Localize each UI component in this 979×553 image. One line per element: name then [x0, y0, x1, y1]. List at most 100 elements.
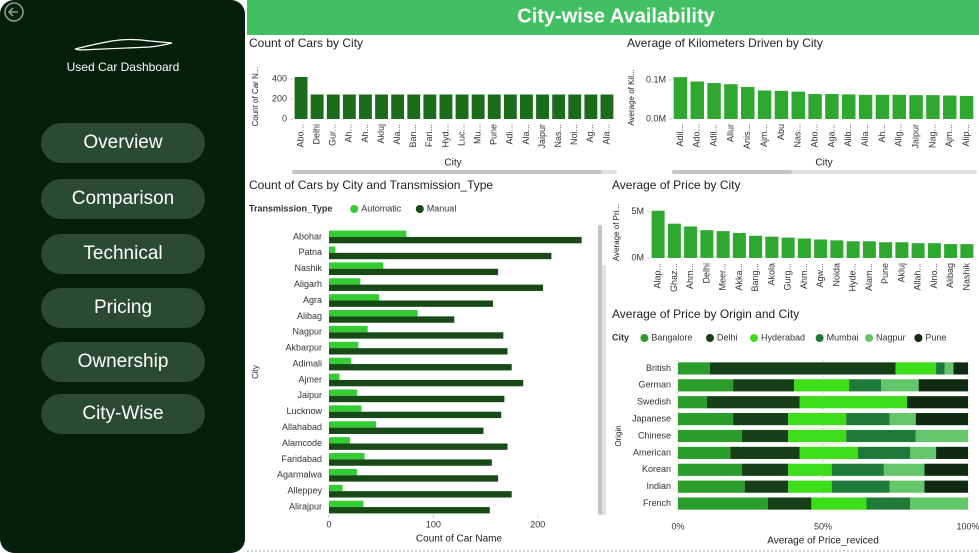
header-bar: [247, 0, 979, 35]
header-title: City-wise Availability: [517, 5, 715, 27]
x-tick-label: Akluj: [896, 263, 906, 283]
bar-segment: [857, 446, 910, 459]
x-tick-label: Aga...: [826, 124, 836, 148]
chart-title: Count of Cars by City and Transmission_T…: [249, 178, 493, 192]
legend-title: Transmission_Type: [249, 203, 332, 213]
bar: [690, 81, 704, 119]
nav-button[interactable]: [41, 342, 205, 382]
bar: [329, 325, 368, 333]
bar-segment: [678, 379, 734, 392]
scrollbar-thumb[interactable]: [598, 225, 602, 515]
bar: [329, 268, 499, 276]
scrollbar-thumb[interactable]: [672, 170, 792, 174]
x-tick-label: Adil...: [708, 124, 718, 147]
bar-segment: [767, 497, 812, 510]
nav-label: City-Wise: [82, 403, 163, 424]
x-tick-label: Bang...: [750, 263, 760, 292]
x-tick-label: Delhi: [312, 124, 322, 145]
y-axis-label: City: [251, 365, 260, 379]
y-tick-label: 0: [282, 113, 287, 123]
x-tick-label: Noida: [831, 263, 841, 287]
bar-segment: [741, 429, 789, 443]
y-tick-label: French: [643, 498, 671, 508]
y-axis-label: Count of Car N...: [251, 66, 260, 126]
x-tick-label: Noi...: [569, 124, 579, 145]
bar: [329, 310, 418, 317]
bar: [375, 94, 388, 119]
bar: [329, 357, 351, 365]
nav-button[interactable]: [41, 394, 205, 434]
bar: [724, 84, 738, 119]
bar: [329, 421, 376, 428]
legend-swatch: [914, 334, 923, 342]
bar: [520, 94, 533, 119]
bar-segment: [915, 429, 968, 443]
x-tick-label: Ah...: [344, 124, 354, 143]
bar-segment: [889, 480, 925, 493]
y-tick-label: Jaipur: [297, 390, 322, 400]
bar-segment: [910, 446, 937, 459]
bar: [673, 77, 688, 119]
x-tick-label: Ban...: [408, 124, 418, 148]
nav-label: Ownership: [78, 351, 169, 372]
bar: [600, 94, 614, 119]
bar: [455, 94, 469, 119]
bar-segment: [895, 362, 937, 375]
bar-segment: [831, 480, 890, 493]
x-tick-label: Delhi: [701, 263, 711, 284]
legend-label: Nagpur: [876, 332, 906, 342]
bar: [846, 241, 860, 258]
scrollbar-thumb[interactable]: [292, 170, 602, 174]
bar-segment: [788, 463, 832, 476]
bar: [765, 236, 779, 258]
x-tick-label: 100: [426, 519, 441, 529]
bar: [700, 230, 714, 258]
bar: [439, 94, 453, 119]
bar-segment: [744, 480, 789, 493]
legend-swatch: [750, 334, 758, 342]
x-tick-label: 0: [326, 519, 331, 529]
bar: [926, 95, 940, 119]
nav-button[interactable]: [41, 234, 205, 274]
bar: [329, 300, 493, 307]
bar: [329, 475, 499, 482]
bar: [329, 294, 380, 301]
bar-segment: [936, 446, 968, 459]
bar: [791, 91, 805, 119]
bar: [329, 252, 552, 260]
x-tick-label: Mu...: [473, 124, 483, 144]
x-tick-label: Ag...: [585, 124, 595, 143]
bar-segment: [788, 413, 847, 426]
y-tick-label: Agra: [303, 295, 322, 305]
x-tick-label: Abo...: [295, 124, 305, 148]
legend-label: Mumbai: [827, 332, 859, 342]
bar-segment: [678, 446, 731, 459]
bar-segment: [788, 429, 847, 443]
x-tick-label: Akola: [766, 263, 776, 286]
x-tick-label: Gur...: [328, 124, 338, 146]
bar: [329, 364, 512, 371]
bar: [329, 284, 544, 291]
nav-button[interactable]: [41, 179, 205, 219]
bar-segment: [889, 413, 916, 426]
back-button[interactable]: [4, 2, 24, 22]
bar-segment: [811, 497, 867, 510]
bar: [774, 90, 789, 119]
y-tick-label: Akbarpur: [285, 343, 322, 353]
bar-segment: [678, 362, 710, 375]
y-tick-label: 0.0M: [646, 113, 666, 123]
nav-button[interactable]: [41, 288, 205, 328]
x-tick-label: Fari...: [424, 124, 434, 147]
x-tick-label: Abo...: [809, 124, 819, 148]
bar: [943, 95, 957, 119]
bar-segment: [831, 463, 884, 476]
bar: [329, 459, 492, 466]
bar: [503, 94, 517, 119]
sidebar: [0, 0, 245, 553]
y-tick-label: Nagpur: [292, 327, 322, 337]
bar: [329, 500, 364, 508]
bar: [329, 341, 359, 349]
bar-segment: [707, 396, 800, 409]
bar-segment: [678, 429, 742, 443]
nav-button[interactable]: [41, 123, 205, 163]
